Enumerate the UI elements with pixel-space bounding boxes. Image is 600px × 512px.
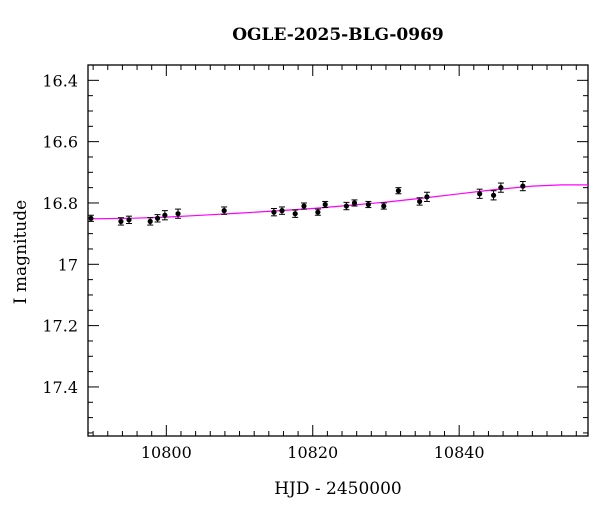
data-point xyxy=(322,201,328,208)
plot-frame xyxy=(87,64,589,437)
data-point xyxy=(154,215,161,221)
data-point xyxy=(315,209,321,215)
y-tick-label: 17.2 xyxy=(42,317,78,336)
data-point xyxy=(301,203,307,209)
data-point xyxy=(147,218,153,224)
data-point xyxy=(292,211,298,217)
y-tick-label: 16.6 xyxy=(42,133,78,152)
data-layer xyxy=(87,181,588,226)
data-point xyxy=(175,211,181,217)
data-point xyxy=(424,194,430,200)
x-axis-label: HJD - 2450000 xyxy=(274,479,402,499)
data-point xyxy=(271,209,277,215)
y-tick-label: 17 xyxy=(58,255,78,274)
y-tick-label: 17.4 xyxy=(42,378,78,397)
data-point xyxy=(118,218,124,224)
data-point xyxy=(88,215,94,221)
chart-title: OGLE-2025-BLG-0969 xyxy=(232,25,444,45)
data-point xyxy=(279,208,285,214)
x-tick-label: 10840 xyxy=(434,443,485,462)
x-tick-label: 10820 xyxy=(287,443,338,462)
data-point xyxy=(221,208,227,214)
plot-area xyxy=(87,64,589,437)
y-axis-label: I magnitude xyxy=(11,200,31,304)
axis-ticks: 10800 10820 10840 16.4 16.6 16.8 17 17.2 17.4 xyxy=(42,64,588,462)
data-point xyxy=(343,203,350,209)
data-point xyxy=(395,188,401,194)
x-tick-label: 10800 xyxy=(141,443,192,462)
data-point xyxy=(417,198,423,205)
y-tick-label: 16.8 xyxy=(42,194,78,213)
y-tick-label: 16.4 xyxy=(42,71,78,90)
data-point xyxy=(490,192,497,198)
data-point xyxy=(498,185,504,191)
data-point xyxy=(477,191,483,197)
data-point xyxy=(365,201,371,208)
data-point xyxy=(162,212,168,218)
data-point xyxy=(520,183,526,189)
data-point xyxy=(126,217,132,223)
data-point xyxy=(351,200,358,206)
data-point xyxy=(381,203,387,209)
